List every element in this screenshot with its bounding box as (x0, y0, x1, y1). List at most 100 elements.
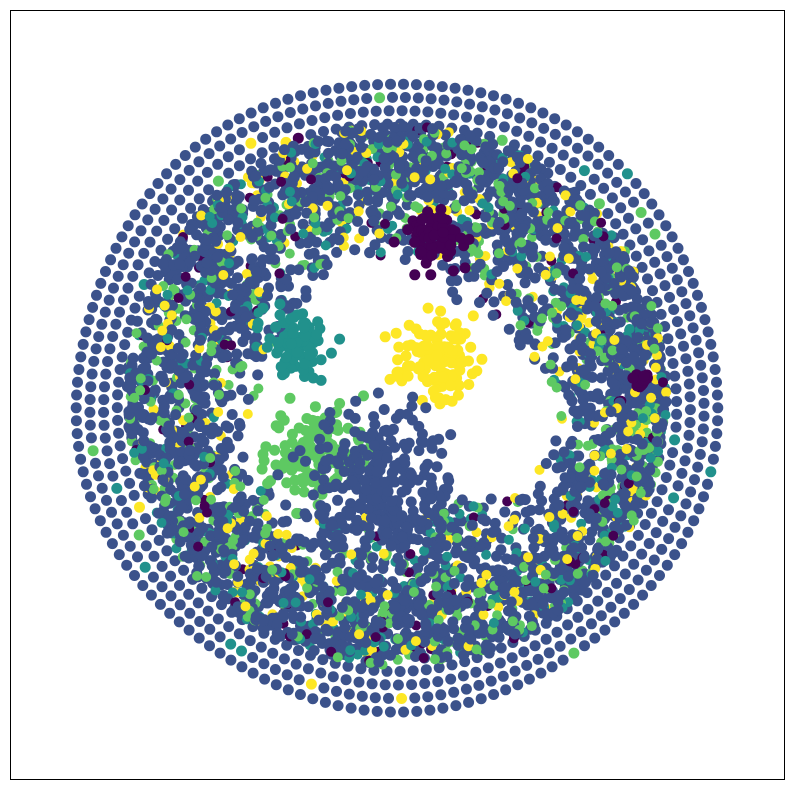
scatter-point-4920 (311, 328, 323, 340)
scatter-point-3130 (391, 582, 402, 594)
scatter-point-4852 (463, 233, 475, 245)
scatter-point-4297 (201, 572, 212, 582)
scatter-point-297 (693, 347, 705, 359)
scatter-point-4325 (589, 465, 600, 476)
scatter-point-4594 (537, 598, 549, 610)
scatter-point-3607 (530, 162, 542, 174)
scatter-point-2406 (489, 517, 501, 529)
scatter-point-502 (114, 440, 126, 452)
scatter-point-3203 (578, 234, 589, 244)
scatter-point-575 (671, 408, 683, 420)
scatter-point-346 (244, 635, 256, 647)
scatter-point-277 (561, 135, 573, 147)
scatter-point-4338 (525, 585, 537, 597)
scatter-point-128 (549, 113, 561, 125)
scatter-point-376 (114, 306, 125, 318)
scatter-point-147 (695, 301, 707, 313)
scatter-point-4942 (272, 337, 284, 348)
scatter-point-438 (682, 365, 694, 377)
scatter-point-257 (310, 100, 321, 112)
scatter-point-4667 (460, 581, 472, 592)
scatter-point-3654 (247, 531, 259, 543)
scatter-point-4190 (509, 628, 521, 640)
scatter-point-4255 (418, 165, 429, 177)
scatter-point-107 (282, 93, 294, 105)
scatter-point-301 (698, 397, 710, 409)
scatter-point-4348 (537, 341, 548, 352)
scatter-point-4578 (210, 235, 222, 247)
scatter-point-14 (661, 559, 673, 571)
scatter-point-3964 (173, 243, 185, 255)
scatter-point-194 (331, 685, 342, 697)
scatter-point-407 (422, 106, 434, 118)
scatter-point-4696 (193, 311, 205, 323)
scatter-point-4093 (158, 400, 170, 412)
scatter-point-316 (601, 586, 613, 598)
scatter-point-302 (683, 429, 695, 441)
scatter-point-4767 (502, 145, 514, 157)
scatter-point-96 (161, 168, 173, 180)
scatter-point-441 (684, 404, 696, 416)
scatter-point-399 (319, 112, 331, 124)
scatter-point-124 (500, 93, 512, 105)
scatter-point-3935 (589, 300, 601, 312)
scatter-point-4085 (194, 334, 206, 346)
scatter-point-143 (677, 254, 689, 266)
scatter-point-413 (498, 121, 510, 133)
scatter-point-4094 (579, 401, 590, 413)
scatter-point-4879 (334, 333, 346, 345)
scatter-point-4694 (179, 550, 191, 562)
scatter-point-222 (87, 445, 99, 457)
scatter-point-532 (292, 132, 304, 144)
scatter-point-3785 (138, 480, 150, 492)
scatter-point-4542 (427, 123, 439, 135)
scatter-point-4640 (184, 444, 196, 456)
scatter-point-4484 (228, 535, 238, 546)
scatter-point-3492 (452, 533, 463, 543)
scatter-point-4434 (155, 370, 167, 382)
scatter-point-3515 (379, 161, 391, 173)
scatter-point-84 (87, 301, 99, 313)
scatter-point-4680 (466, 189, 478, 201)
scatter-point-4642 (488, 617, 499, 628)
scatter-point-4111 (421, 136, 432, 147)
scatter-point-4747 (235, 481, 246, 492)
scatter-point-3729 (208, 379, 220, 391)
scatter-point-390 (212, 158, 224, 170)
scatter-point-342 (290, 658, 302, 670)
scatter-point-4929 (291, 346, 303, 358)
scatter-point-385 (166, 204, 178, 216)
scatter-point-4563 (378, 152, 390, 164)
scatter-point-397 (293, 118, 305, 130)
scatter-point-135 (621, 168, 633, 180)
scatter-point-188 (409, 692, 421, 704)
scatter-point-331 (432, 676, 444, 688)
scatter-point-576 (670, 421, 682, 433)
scatter-point-4471 (191, 229, 203, 241)
scatter-point-216 (111, 518, 123, 530)
scatter-point-524 (203, 184, 215, 196)
scatter-point-4464 (509, 587, 520, 597)
scatter-point-4580 (481, 287, 493, 299)
scatter-point-102 (222, 119, 234, 131)
scatter-point-51 (236, 661, 248, 673)
scatter-point-2001 (401, 199, 413, 211)
scatter-point-4485 (285, 186, 295, 197)
scatter-point-4354 (266, 230, 277, 241)
scatter-point-271 (489, 104, 501, 116)
scatter-point-4692 (652, 323, 663, 334)
scatter-point-319 (572, 611, 584, 623)
scatter-point-4100 (380, 218, 390, 229)
scatter-point-4480 (267, 586, 279, 598)
scatter-point-4713 (491, 266, 503, 277)
scatter-point-295 (687, 322, 699, 334)
scatter-point-4740 (503, 184, 515, 196)
scatter-point-4571 (635, 488, 646, 498)
scatter-point-4622 (517, 223, 529, 234)
scatter-point-4595 (526, 245, 538, 257)
scatter-point-4686 (494, 278, 505, 289)
scatter-point-3292 (660, 396, 672, 408)
scatter-point-208 (174, 599, 186, 611)
scatter-point-3984 (190, 495, 201, 506)
scatter-point-250 (225, 133, 237, 145)
